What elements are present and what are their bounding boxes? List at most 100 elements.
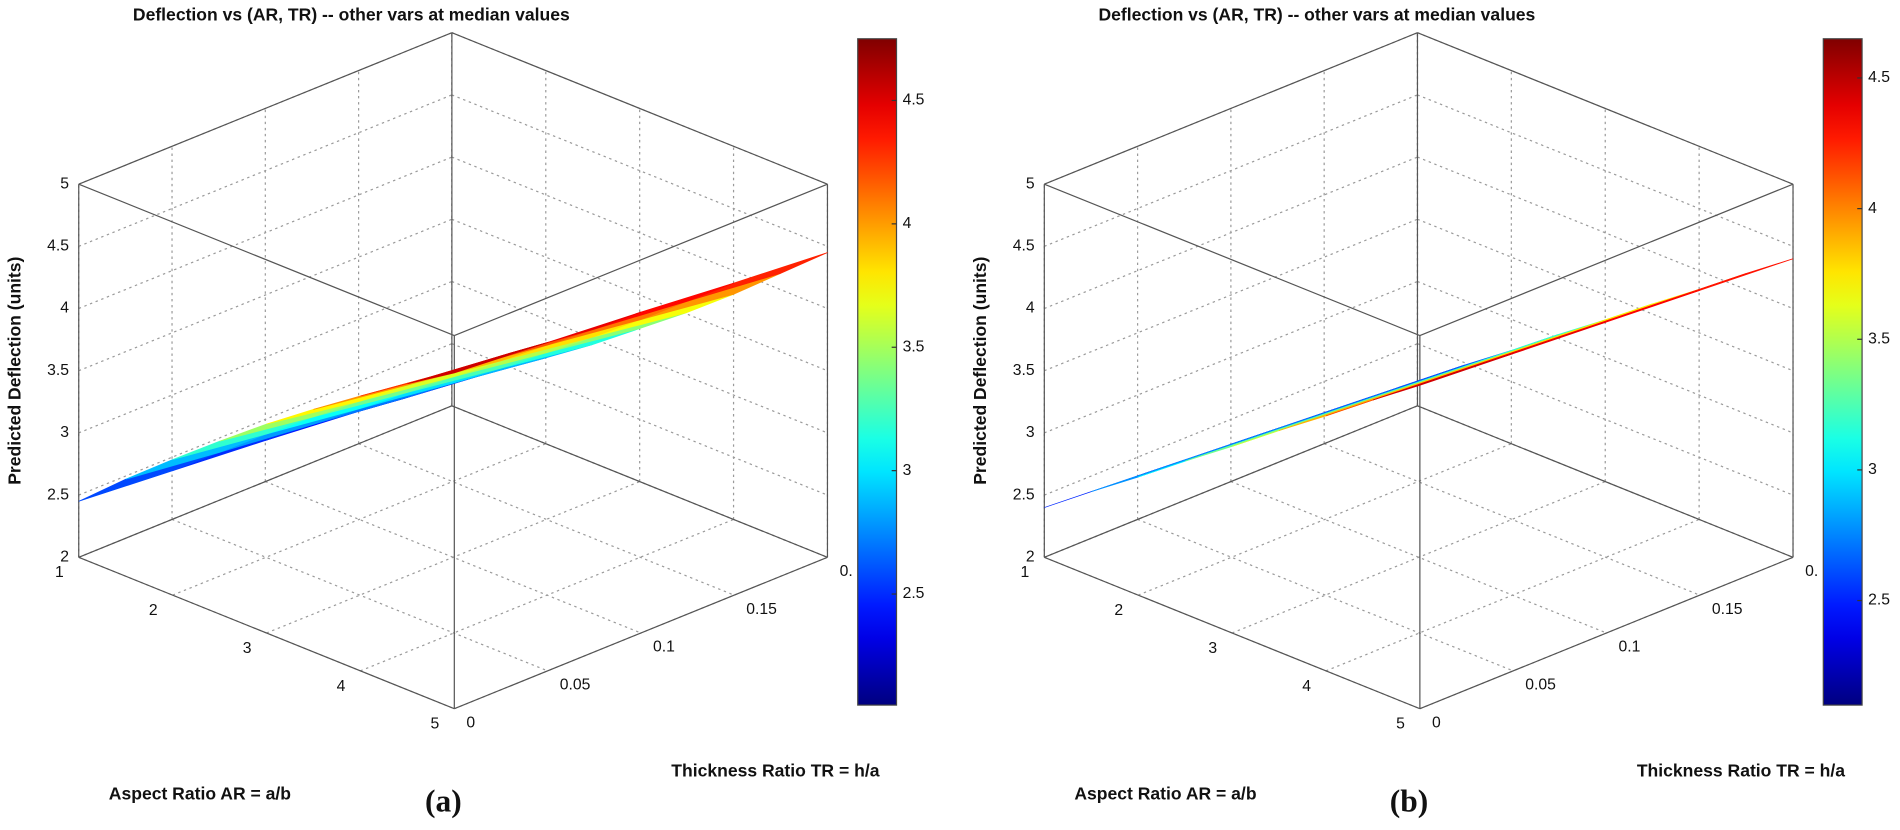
surface-patch [687,252,828,302]
grid-line [451,218,828,372]
colorbar [857,38,898,706]
colorbar-tick-label: 4.5 [903,92,925,109]
x-tick-label: 3 [1208,640,1217,657]
grid-line [1323,443,1700,596]
surface-patch [359,368,500,410]
grid-line [1417,94,1794,247]
grid-line [1231,481,1606,634]
axis-box-edge [451,405,828,558]
axis-box-edge [454,183,828,337]
axis-box-edge [1044,556,1421,710]
axis-box-edge [1044,32,1418,185]
x-axis-label: Aspect Ratio AR = a/b [1074,783,1256,803]
surface-patch [172,416,313,460]
x-tick-label: 4 [1302,678,1311,695]
y-tick-label: 0. [1805,563,1818,580]
grid-line [1417,218,1794,372]
grid-line [78,218,453,372]
grid-line [1137,518,1514,672]
grid-line [1044,218,1418,372]
grid-line [265,481,642,634]
axis-box-edge [451,32,828,185]
grid-line [1417,343,1794,496]
axis-box-edge [78,556,455,710]
x-tick-label: 3 [243,640,252,657]
grid-line [1417,280,1794,434]
surface-patch [593,293,734,338]
surface-patch [407,342,548,385]
x-tick-label: 2 [149,602,158,619]
surface-patch [219,400,360,442]
colorbar [1822,38,1863,706]
grid-line [451,94,828,247]
z-tick-label: 4 [60,300,69,317]
x-tick-label: 5 [431,716,440,733]
x-tick-label: 4 [337,678,346,695]
surface-patch [78,452,220,502]
axis-box-edge [1044,183,1421,337]
y-tick-label: 0.05 [1525,677,1556,694]
colorbar-tick-label: 2.5 [903,585,925,602]
z-axis-label: Predicted Deflection (units) [4,257,24,485]
axis-box-edge [1417,32,1794,185]
colorbar-tick-label: 4 [1868,200,1877,217]
x-axis-label: Aspect Ratio AR = a/b [109,783,291,803]
z-tick-label: 2 [1026,548,1035,565]
x-tick-label: 1 [55,564,64,581]
panel-label: (a) [425,784,462,819]
grid-line [1044,280,1418,434]
grid-line [266,481,640,634]
surface-patch [499,328,640,370]
surface-patch [312,376,454,418]
z-tick-label: 2 [60,548,69,565]
axis-box-edge [454,556,828,710]
y-tick-label: 0.05 [560,677,591,694]
grid-line [451,343,828,496]
surface-patch [593,282,735,330]
z-tick-label: 5 [1026,175,1035,192]
y-tick-label: 0.15 [746,601,777,618]
grid-line [451,156,828,310]
axis-box-edge [1044,405,1418,558]
y-axis-label: Thickness Ratio TR = h/a [671,760,879,780]
y-tick-label: 0.15 [1712,601,1743,618]
grid-line [1230,481,1607,634]
surface-patch [452,336,594,378]
grid-line [1137,443,1512,596]
grid-line [451,280,828,434]
surface-patch [640,273,781,321]
colorbar-tick-label: 3 [1868,461,1877,478]
surface-patch [265,392,407,435]
surface-patch [546,312,687,354]
chart-title: Deflection vs (AR, TR) -- other vars at … [1098,4,1535,24]
panel-label: (b) [1390,784,1428,819]
y-tick-label: 0. [840,563,853,580]
axis-box-edge [1419,183,1794,337]
grid-line [172,443,547,596]
z-tick-label: 3.5 [47,362,69,379]
axis-box-edge [1417,405,1794,558]
x-tick-label: 5 [1396,716,1405,733]
surface-patch [125,433,267,480]
surface-patch [359,360,501,402]
z-tick-label: 3 [1026,424,1035,441]
z-axis-label: Predicted Deflection (units) [970,257,990,485]
colorbar-tick-label: 2.5 [1868,592,1890,609]
grid-line [171,518,548,672]
y-tick-label: 0 [1432,714,1441,731]
y-axis-label: Thickness Ratio TR = h/a [1637,760,1845,780]
surface-patch [218,408,360,453]
colorbar-tick-label: 3.5 [1868,330,1890,347]
axis-box-edge [78,183,455,337]
z-tick-label: 2.5 [1013,486,1035,503]
y-tick-label: 0.1 [1619,639,1641,656]
z-tick-label: 2.5 [47,486,69,503]
y-tick-label: 0 [466,714,475,731]
grid-line [358,443,735,596]
x-tick-label: 1 [1021,564,1030,581]
x-tick-label: 2 [1114,602,1123,619]
